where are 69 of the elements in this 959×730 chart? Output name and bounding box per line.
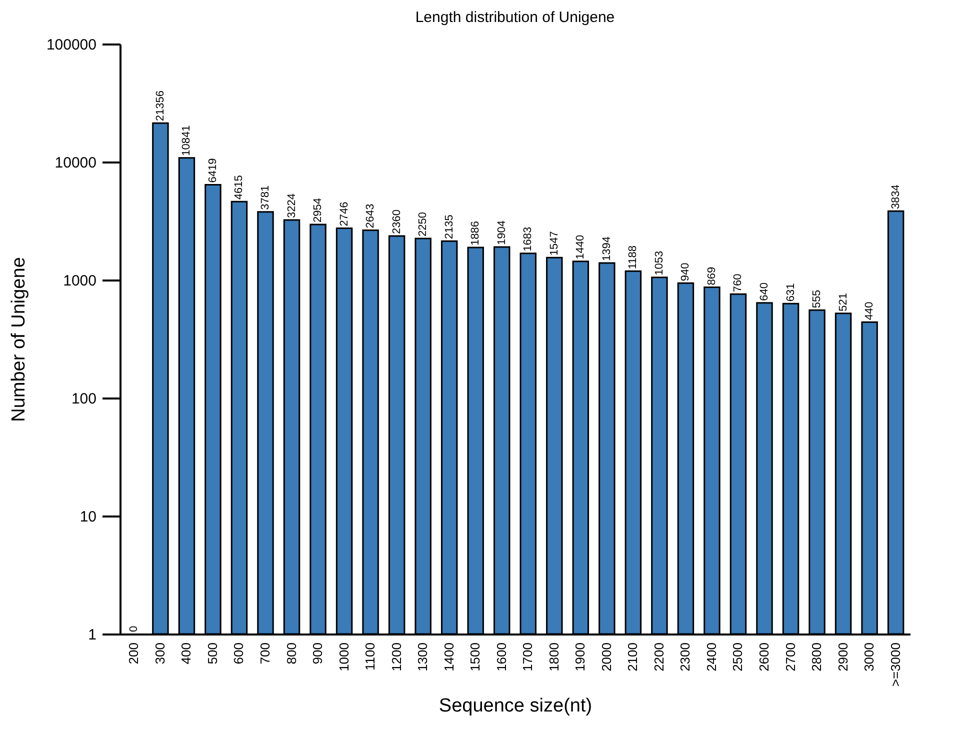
x-tick-label: 800 [284,642,299,664]
x-tick-label: 2400 [704,642,719,672]
x-tick-label: 300 [152,642,168,664]
x-tick-label: 1900 [572,642,588,672]
data-label: 6419 [206,158,219,183]
x-tick-label: 1400 [441,642,456,672]
x-tick-label: 1100 [362,642,378,670]
y-tick-label: 10000 [54,154,96,172]
x-axis-title: Sequence size(nt) [438,696,592,717]
data-label: 869 [706,266,718,286]
x-tick-label: 2700 [782,642,798,672]
x-tick-label: 2100 [625,642,640,672]
data-label: 1440 [574,234,587,260]
x-tick-label: 1700 [520,642,536,672]
data-label: 631 [784,283,797,302]
y-tick-label: 100000 [46,36,96,54]
data-label: 2360 [390,210,403,234]
data-label: 3224 [286,194,298,218]
x-tick-label: >=3000 [888,642,903,687]
data-label: 1394 [600,236,613,261]
data-label: 521 [837,293,850,312]
x-tick-label: 2300 [678,642,693,672]
x-tick-label: 2800 [809,642,824,672]
data-label: 1904 [496,220,508,245]
data-label: 640 [758,282,770,301]
data-label: 21356 [154,90,166,122]
x-tick-label: 200 [126,642,142,664]
x-tick-label: 400 [178,642,194,664]
x-tick-label: 2500 [730,642,746,672]
x-tick-label: 1800 [546,642,562,672]
data-label: 1053 [653,250,666,276]
x-tick-label: 2600 [756,642,772,672]
data-label: 1683 [522,226,534,252]
x-tick-label: 3000 [862,642,877,672]
y-tick-label: 100 [71,390,96,408]
x-tick-label: 1000 [336,642,352,672]
data-label: 760 [732,274,744,292]
x-tick-label: 700 [258,642,272,664]
data-label: 2954 [312,198,324,222]
data-label: 2250 [417,212,430,236]
x-tick-label: 900 [310,642,326,664]
data-label: 1886 [470,221,482,246]
data-label: 2643 [364,204,377,228]
x-tick-label: 1600 [494,642,509,672]
data-label: 1547 [548,231,560,256]
data-label: 555 [811,290,824,308]
data-label: 3834 [890,184,902,210]
x-tick-label: 1300 [415,642,430,672]
x-tick-label: 1500 [468,642,483,672]
y-tick-label: 1000 [63,272,96,290]
y-axis-title: Number of Unigene [8,257,30,422]
y-tick-label: 1 [88,626,96,644]
x-tick-label: 500 [204,642,220,664]
text: 0 [128,626,140,632]
data-label: 440 [864,302,876,320]
y-tick-label: 10 [80,508,96,526]
data-label: 2746 [338,202,350,226]
data-label: 3781 [260,185,272,210]
data-label: 10841 [180,125,193,156]
x-tick-label: 1200 [388,642,404,672]
x-tick-label: 2900 [835,642,850,672]
chart-title: Length distribution of Unigene [415,9,615,26]
x-tick-label: 2000 [598,642,614,672]
data-label: 4615 [233,175,246,200]
x-tick-label: 2200 [651,642,666,672]
data-label: 940 [680,262,692,282]
data-label: 2135 [443,214,456,240]
x-tick-label: 600 [231,642,246,664]
data-label: 1188 [627,246,640,270]
